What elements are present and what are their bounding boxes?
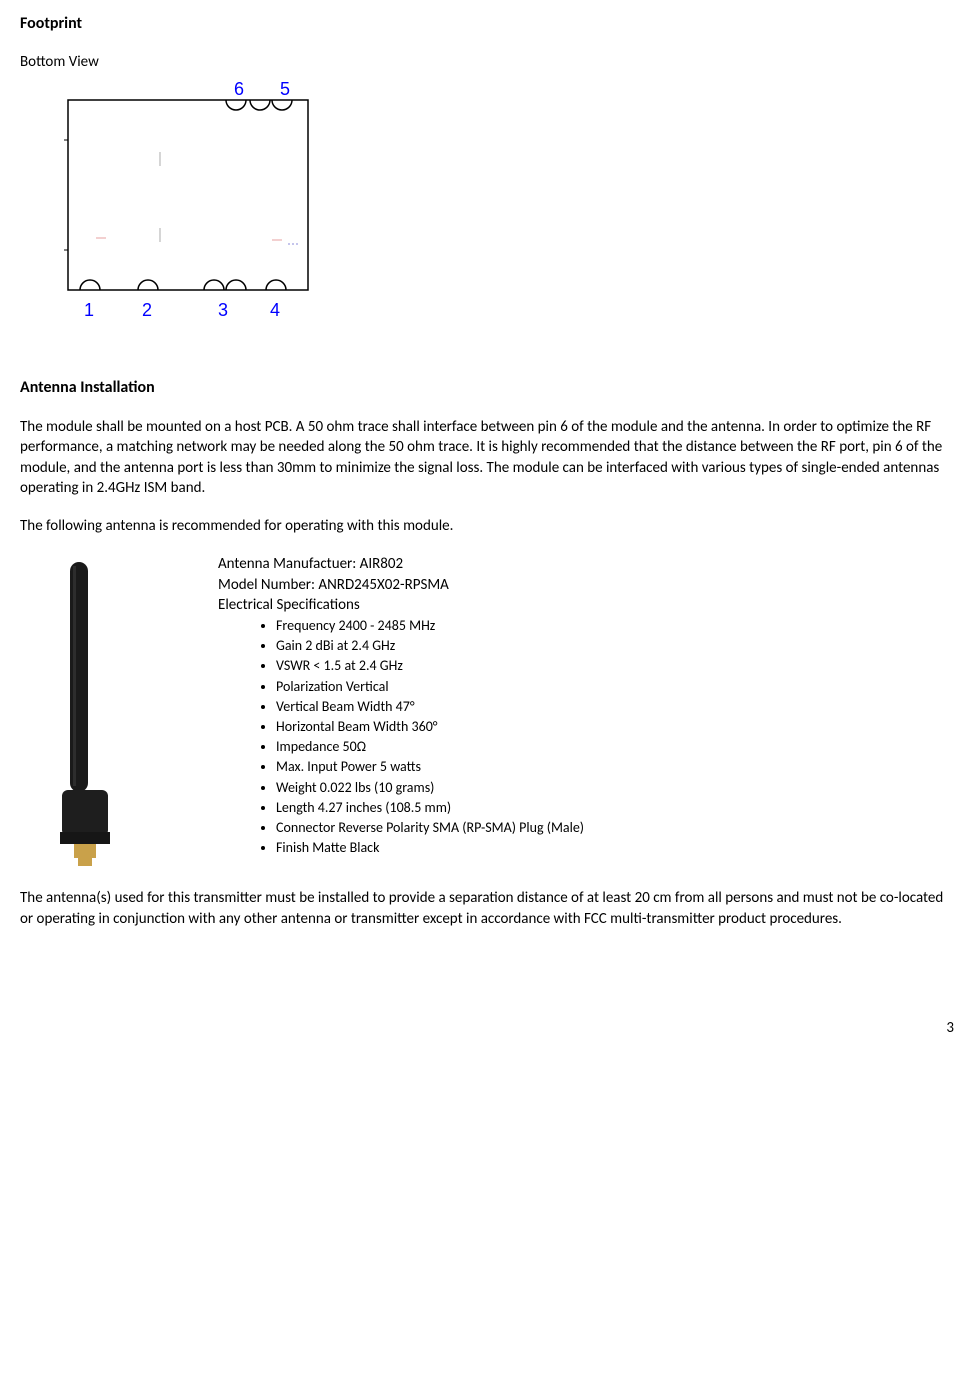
spec-item: Connector Reverse Polarity SMA (RP-SMA) … [276,819,954,837]
spec-item: Finish Matte Black [276,839,954,857]
spec-item: Impedance 50Ω [276,738,954,756]
antenna-image [20,554,190,874]
pin-label-1: 1 [84,300,94,320]
pin-label-3: 3 [218,300,228,320]
spec-item: Vertical Beam Width 47° [276,698,954,716]
spec-item: Gain 2 dBi at 2.4 GHz [276,637,954,655]
antenna-install-para3: The antenna(s) used for this transmitter… [20,888,954,929]
antenna-install-para2: The following antenna is recommended for… [20,516,954,536]
pin-label-6: 6 [234,80,244,99]
footprint-diagram: 6 5 1 2 3 4 [44,80,954,326]
spec-item: Length 4.27 inches (108.5 mm) [276,799,954,817]
footprint-subheading: Bottom View [20,53,954,73]
pin-label-4: 4 [270,300,280,320]
antenna-elec-spec-title: Electrical Specifications [218,595,954,615]
spec-item: Frequency 2400 - 2485 MHz [276,617,954,635]
spec-item: Polarization Vertical [276,678,954,696]
spec-item: Max. Input Power 5 watts [276,758,954,776]
antenna-spec-block: Antenna Manufactuer: AIR802 Model Number… [218,554,954,874]
antenna-manufacturer: Antenna Manufactuer: AIR802 [218,554,954,574]
antenna-install-heading: Antenna Installation [20,378,954,399]
spec-item: Horizontal Beam Width 360° [276,718,954,736]
spec-item: VSWR < 1.5 at 2.4 GHz [276,657,954,675]
antenna-install-para1: The module shall be mounted on a host PC… [20,417,954,498]
page-number: 3 [20,1019,954,1039]
spec-item: Weight 0.022 lbs (10 grams) [276,779,954,797]
antenna-spec-list: Frequency 2400 - 2485 MHz Gain 2 dBi at … [218,617,954,857]
footprint-heading: Footprint [20,14,954,35]
pin-label-5: 5 [280,80,290,99]
antenna-model: Model Number: ANRD245X02-RPSMA [218,575,954,595]
pin-label-2: 2 [142,300,152,320]
